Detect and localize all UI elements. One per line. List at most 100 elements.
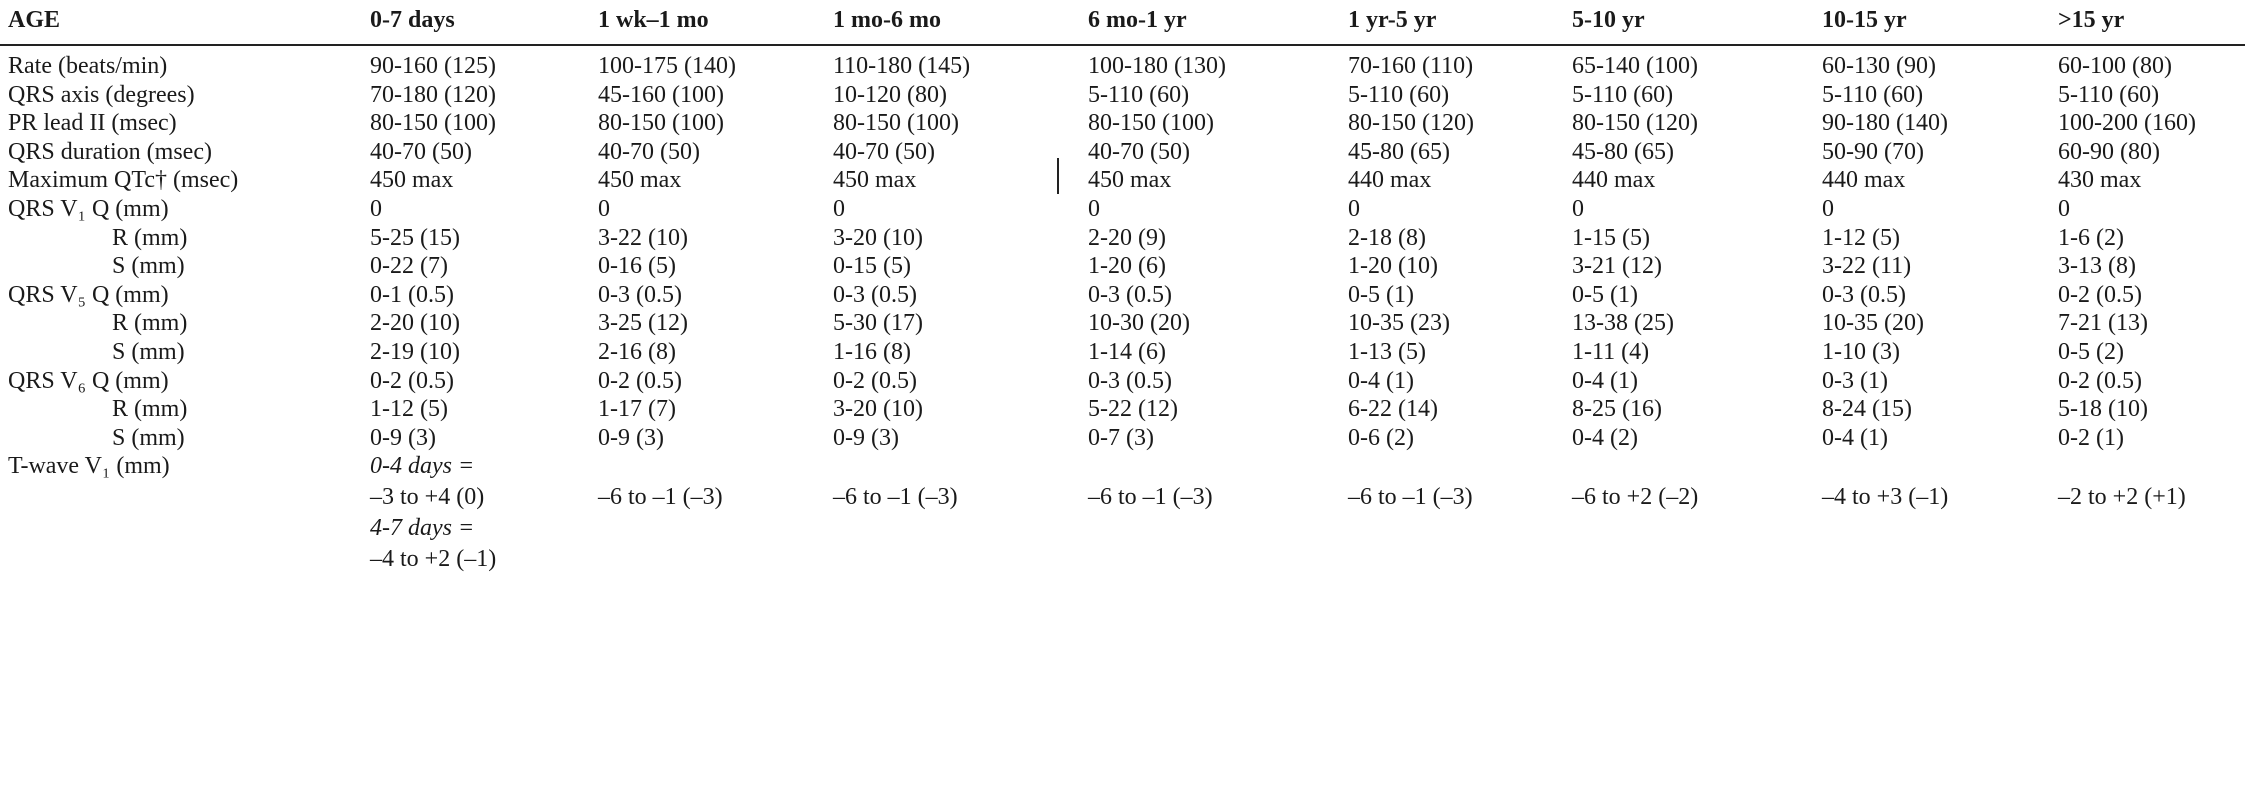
cell: 1-16 (8) [833, 339, 911, 365]
cell: 0-4 (1) [1822, 424, 1888, 451]
header-cell: >15 yr [2058, 7, 2125, 33]
cell: 45-80 (65) [1572, 138, 1674, 165]
cell: 0-1 (0.5) [370, 281, 454, 308]
cell: 0-3 (1) [1822, 367, 1888, 394]
cell-line: 4-7 days = [370, 515, 475, 542]
cell: 450 max [598, 167, 682, 194]
cell: 0-4 (1) [1572, 367, 1638, 394]
cell: 5-30 (17) [833, 310, 923, 337]
row-label: QRS duration (msec) [8, 138, 212, 165]
cell: 0 [370, 196, 382, 222]
cell: 3-20 (10) [833, 224, 923, 251]
cell: 0 [1822, 196, 1834, 222]
cell: 440 max [1822, 167, 1906, 194]
row-label: S (mm) [112, 339, 185, 365]
cell: 40-70 (50) [833, 138, 935, 165]
cell: 10-35 (23) [1348, 310, 1450, 337]
cell: 0-3 (0.5) [1088, 367, 1172, 394]
cell: –6 to +2 (–2) [1572, 484, 1699, 511]
cell: 40-70 (50) [598, 138, 700, 165]
cell: 0-2 (0.5) [598, 367, 682, 394]
cell: 1-10 (3) [1822, 339, 1900, 365]
cell: 90-180 (140) [1822, 110, 1948, 137]
cell: 10-30 (20) [1088, 310, 1190, 337]
cell: 0-3 (0.5) [598, 281, 682, 308]
cell: 1-17 (7) [598, 396, 676, 423]
cell: 0-6 (2) [1348, 424, 1414, 451]
cell: 0-9 (3) [598, 424, 664, 451]
cell: 0 [598, 196, 610, 222]
cell: 1-6 (2) [2058, 224, 2124, 251]
row-label: PR lead II (msec) [8, 110, 177, 137]
cell: 1-20 (6) [1088, 253, 1166, 280]
cell: 0 [1088, 196, 1100, 222]
cell: 6-22 (14) [1348, 396, 1438, 423]
cell: 0-5 (1) [1572, 281, 1638, 308]
cell: 60-130 (90) [1822, 53, 1936, 79]
cell: 5-22 (12) [1088, 396, 1178, 423]
cell: –6 to –1 (–3) [1088, 484, 1213, 511]
cell: 1-15 (5) [1572, 224, 1650, 251]
cell: 0-3 (0.5) [833, 281, 917, 308]
cell: 2-20 (9) [1088, 224, 1166, 251]
header-cell: 10-15 yr [1822, 7, 1907, 33]
stray-mark [1057, 158, 1059, 194]
row-label: Rate (beats/min) [8, 53, 168, 79]
cell-line: –4 to +2 (–1) [370, 546, 497, 573]
cell: 90-160 (125) [370, 53, 496, 79]
row-label: QRS V₆ Q (mm) [8, 367, 169, 394]
cell: –6 to –1 (–3) [598, 484, 723, 511]
cell: 0-4 (1) [1348, 367, 1414, 394]
row-label: Maximum QTc† (msec) [8, 167, 239, 194]
cell: 5-18 (10) [2058, 396, 2148, 423]
header-cell: 1 wk–1 mo [598, 7, 709, 33]
header-cell: 1 mo-6 mo [833, 7, 941, 33]
cell: 5-110 (60) [1572, 81, 1674, 108]
cell: 0-7 (3) [1088, 424, 1154, 451]
cell: 3-20 (10) [833, 396, 923, 423]
cell: 70-180 (120) [370, 81, 496, 108]
cell: 0-5 (1) [1348, 281, 1414, 308]
cell: 0 [1572, 196, 1584, 222]
cell: 0-2 (0.5) [833, 367, 917, 394]
cell: 2-19 (10) [370, 339, 460, 365]
row-label: R (mm) [112, 310, 188, 337]
cell: 0-3 (0.5) [1822, 281, 1906, 308]
cell-line: –3 to +4 (0) [370, 484, 485, 511]
row-label: T-wave V₁ (mm) [8, 453, 170, 480]
cell: 10-35 (20) [1822, 310, 1924, 337]
cell: 5-110 (60) [1822, 81, 1924, 108]
cell: 7-21 (13) [2058, 310, 2148, 337]
cell: 430 max [2058, 167, 2142, 194]
cell: 1-12 (5) [370, 396, 448, 423]
cell: 0 [1348, 196, 1360, 222]
cell: 440 max [1348, 167, 1432, 194]
cell: 10-120 (80) [833, 81, 947, 108]
cell: 5-110 (60) [2058, 81, 2160, 108]
cell: 0-4 (2) [1572, 424, 1638, 451]
cell: 0-9 (3) [833, 424, 899, 451]
cell: 100-175 (140) [598, 53, 736, 79]
cell: 0-15 (5) [833, 253, 911, 280]
cell: 40-70 (50) [370, 138, 472, 165]
row-label: R (mm) [112, 224, 188, 251]
cell: 450 max [370, 167, 454, 194]
row-label: S (mm) [112, 424, 185, 451]
cell: 5-110 (60) [1088, 81, 1190, 108]
header-cell: 0-7 days [370, 7, 455, 33]
cell: 60-100 (80) [2058, 53, 2172, 79]
header-rule [0, 44, 2245, 46]
cell: 0-2 (1) [2058, 424, 2124, 451]
cell: 3-21 (12) [1572, 253, 1662, 280]
cell: 0 [2058, 196, 2070, 222]
cell: 3-13 (8) [2058, 253, 2136, 280]
cell: –4 to +3 (–1) [1822, 484, 1949, 511]
cell: 110-180 (145) [833, 53, 971, 79]
row-label: R (mm) [112, 396, 188, 423]
cell: 0 [833, 196, 845, 222]
cell: –6 to –1 (–3) [833, 484, 958, 511]
cell: 0-16 (5) [598, 253, 676, 280]
row-label: QRS V₅ Q (mm) [8, 281, 169, 308]
cell: 100-200 (160) [2058, 110, 2196, 137]
